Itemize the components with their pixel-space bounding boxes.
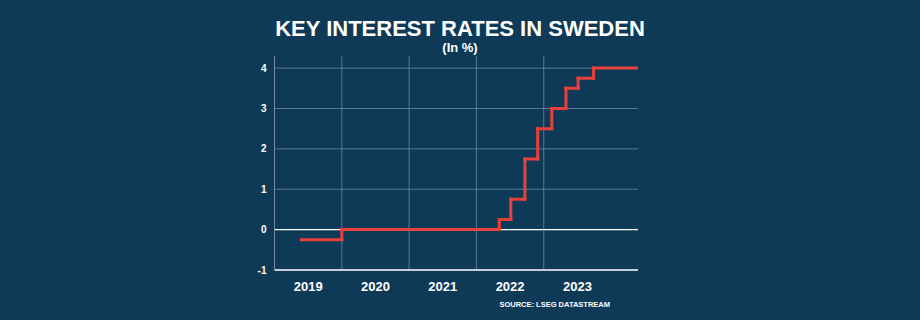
step-segment	[566, 87, 578, 90]
source: SOURCE: LSEG DATASTREAM	[499, 300, 610, 309]
x-axis-line	[275, 269, 639, 270]
step-segment	[578, 77, 593, 80]
x-grid-line	[274, 56, 275, 270]
step-segment	[301, 238, 341, 241]
step-segment	[525, 157, 538, 160]
y-axis-line	[274, 56, 275, 270]
y-grid-line	[275, 189, 639, 190]
plot-area	[301, 68, 638, 240]
step-riser	[564, 88, 567, 108]
step-riser	[509, 199, 512, 219]
y-grid-line	[275, 229, 639, 230]
x-grid-line	[476, 56, 477, 270]
y-grid-line	[275, 148, 639, 149]
x-tick-label: 2022	[496, 279, 525, 294]
x-grid-line	[409, 56, 410, 270]
step-segment	[552, 107, 566, 110]
x-tick-label: 2020	[361, 279, 390, 294]
x-grid-line	[341, 56, 342, 270]
step-segment	[538, 127, 552, 130]
y-tick-label: 2	[261, 143, 267, 154]
step-riser	[523, 159, 526, 199]
step-segment	[594, 67, 638, 70]
background	[0, 0, 920, 320]
step-segment	[511, 198, 525, 201]
x-grid-line	[543, 56, 544, 270]
title: KEY INTEREST RATES IN SWEDEN	[275, 16, 645, 41]
step-riser	[340, 230, 343, 240]
step-riser	[536, 129, 539, 159]
y-tick-label: -1	[258, 265, 267, 276]
y-grid-line	[275, 68, 639, 69]
y-tick-label: 0	[261, 224, 267, 235]
y-grid-line	[275, 108, 639, 109]
x-tick-label: 2021	[428, 279, 457, 294]
step-riser	[577, 78, 580, 88]
y-grid-line	[275, 269, 639, 270]
step-riser	[550, 108, 553, 128]
x-tick-label: 2023	[563, 279, 592, 294]
chart: KEY INTEREST RATES IN SWEDEN(In %) -1 0 1 2 3…	[0, 0, 920, 320]
y-tick-label: 1	[261, 184, 267, 195]
step-riser	[498, 220, 501, 230]
y-tick-label: 3	[261, 103, 267, 114]
step-segment	[499, 218, 510, 221]
x-tick-label: 2019	[294, 279, 323, 294]
subtitle: (In %)	[442, 40, 477, 55]
step-segment	[342, 228, 500, 231]
step-riser	[592, 68, 595, 78]
y-tick-label: 4	[261, 63, 267, 74]
